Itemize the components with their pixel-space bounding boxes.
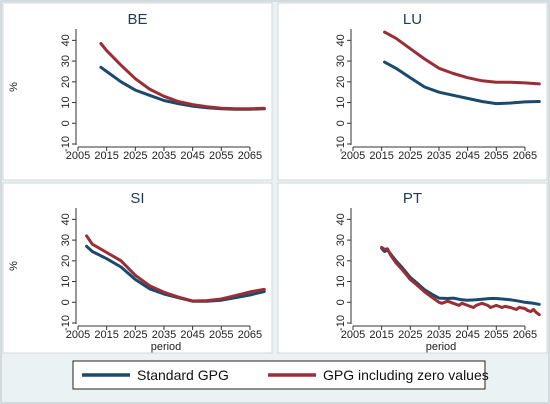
x-tick-label: 2015	[94, 150, 118, 162]
x-tick-label: 2045	[180, 150, 204, 162]
y-tick-label: 0	[60, 120, 72, 126]
series-line-gpg-including-zero	[99, 42, 266, 111]
panel-title: LU	[403, 11, 422, 28]
y-tick-label: 10	[335, 96, 347, 108]
x-tick-label: 2065	[513, 150, 537, 162]
y-axis-label: %	[8, 261, 20, 271]
series-line-gpg-including-zero	[85, 234, 266, 303]
series-line-gpg-including-zero	[383, 30, 541, 86]
x-tick-label: 2045	[455, 150, 479, 162]
x-tick-label: 2065	[238, 150, 262, 162]
x-tick-label: 2005	[341, 150, 365, 162]
x-tick-label: 2005	[341, 329, 365, 341]
panel-title: SI	[130, 190, 144, 207]
y-tick-label: 40	[335, 213, 347, 225]
x-tick-label: 2065	[513, 329, 537, 341]
x-tick-label: 2025	[123, 150, 147, 162]
x-tick-label: 2035	[427, 329, 451, 341]
x-axis-label: period	[426, 341, 457, 353]
x-tick-label: 2005	[66, 150, 90, 162]
x-tick-label: 2065	[238, 329, 262, 341]
y-tick-label: 30	[60, 55, 72, 67]
panel-background	[277, 2, 548, 181]
x-tick-label: 2035	[152, 150, 176, 162]
y-tick-label: -10	[60, 136, 72, 152]
panel-background	[277, 182, 548, 354]
x-tick-label: 2005	[66, 329, 90, 341]
y-tick-label: 40	[60, 213, 72, 225]
x-tick-label: 2015	[369, 329, 393, 341]
x-tick-label: 2025	[398, 150, 422, 162]
x-tick-label: 2015	[369, 150, 393, 162]
y-tick-label: 20	[60, 76, 72, 88]
series-line-gpg-including-zero	[380, 245, 541, 317]
y-tick-label: 30	[335, 55, 347, 67]
y-tick-label: 10	[60, 96, 72, 108]
x-tick-label: 2035	[427, 150, 451, 162]
x-tick-label: 2015	[94, 329, 118, 341]
y-tick-label: -10	[335, 315, 347, 331]
x-tick-label: 2055	[209, 329, 233, 341]
y-tick-label: -10	[60, 315, 72, 331]
legend: Standard GPG GPG including zero values	[72, 360, 489, 390]
x-tick-label: 2025	[398, 329, 422, 341]
x-tick-label: 2055	[484, 150, 508, 162]
y-tick-label: 0	[60, 299, 72, 305]
x-tick-label: 2025	[123, 329, 147, 341]
panel-lu: LU -10 0 10 20 30 40 2005 2015 2025 2035 2045 2055 20…	[277, 2, 548, 181]
x-tick-label: 2055	[484, 329, 508, 341]
panel-pt: PT -10 0 10 20 30 40 2005 2015 2025 2035 2045 2055 20…	[277, 182, 548, 354]
y-tick-label: 0	[335, 120, 347, 126]
y-tick-label: 20	[335, 255, 347, 267]
panel-si: SI -10 0 10 20 30 40 2005 2015 2025 2035 2045 2055 20…	[2, 182, 273, 354]
panel-title: PT	[403, 190, 422, 207]
x-tick-label: 2045	[455, 329, 479, 341]
y-tick-label: 20	[60, 255, 72, 267]
y-tick-label: 0	[335, 299, 347, 305]
y-tick-label: 10	[335, 275, 347, 287]
y-tick-label: 40	[60, 34, 72, 46]
y-tick-label: 30	[60, 234, 72, 246]
legend-label: GPG including zero values	[323, 367, 489, 383]
y-tick-label: 20	[335, 76, 347, 88]
y-tick-label: 40	[335, 34, 347, 46]
y-tick-label: 10	[60, 275, 72, 287]
y-axis-label: %	[8, 82, 20, 92]
x-tick-label: 2055	[209, 150, 233, 162]
x-axis-label: period	[151, 341, 182, 353]
panel-background	[2, 182, 273, 354]
series-line-standard-gpg	[383, 60, 541, 106]
y-tick-label: 30	[335, 234, 347, 246]
x-tick-label: 2035	[152, 329, 176, 341]
y-tick-label: -10	[335, 136, 347, 152]
panel-be: BE -10 0 10 20 30 40 2005 2015 2025 2035 2045 2055 20…	[2, 2, 273, 181]
x-tick-label: 2045	[180, 329, 204, 341]
panel-title: BE	[127, 11, 147, 28]
legend-label: Standard GPG	[137, 367, 229, 383]
